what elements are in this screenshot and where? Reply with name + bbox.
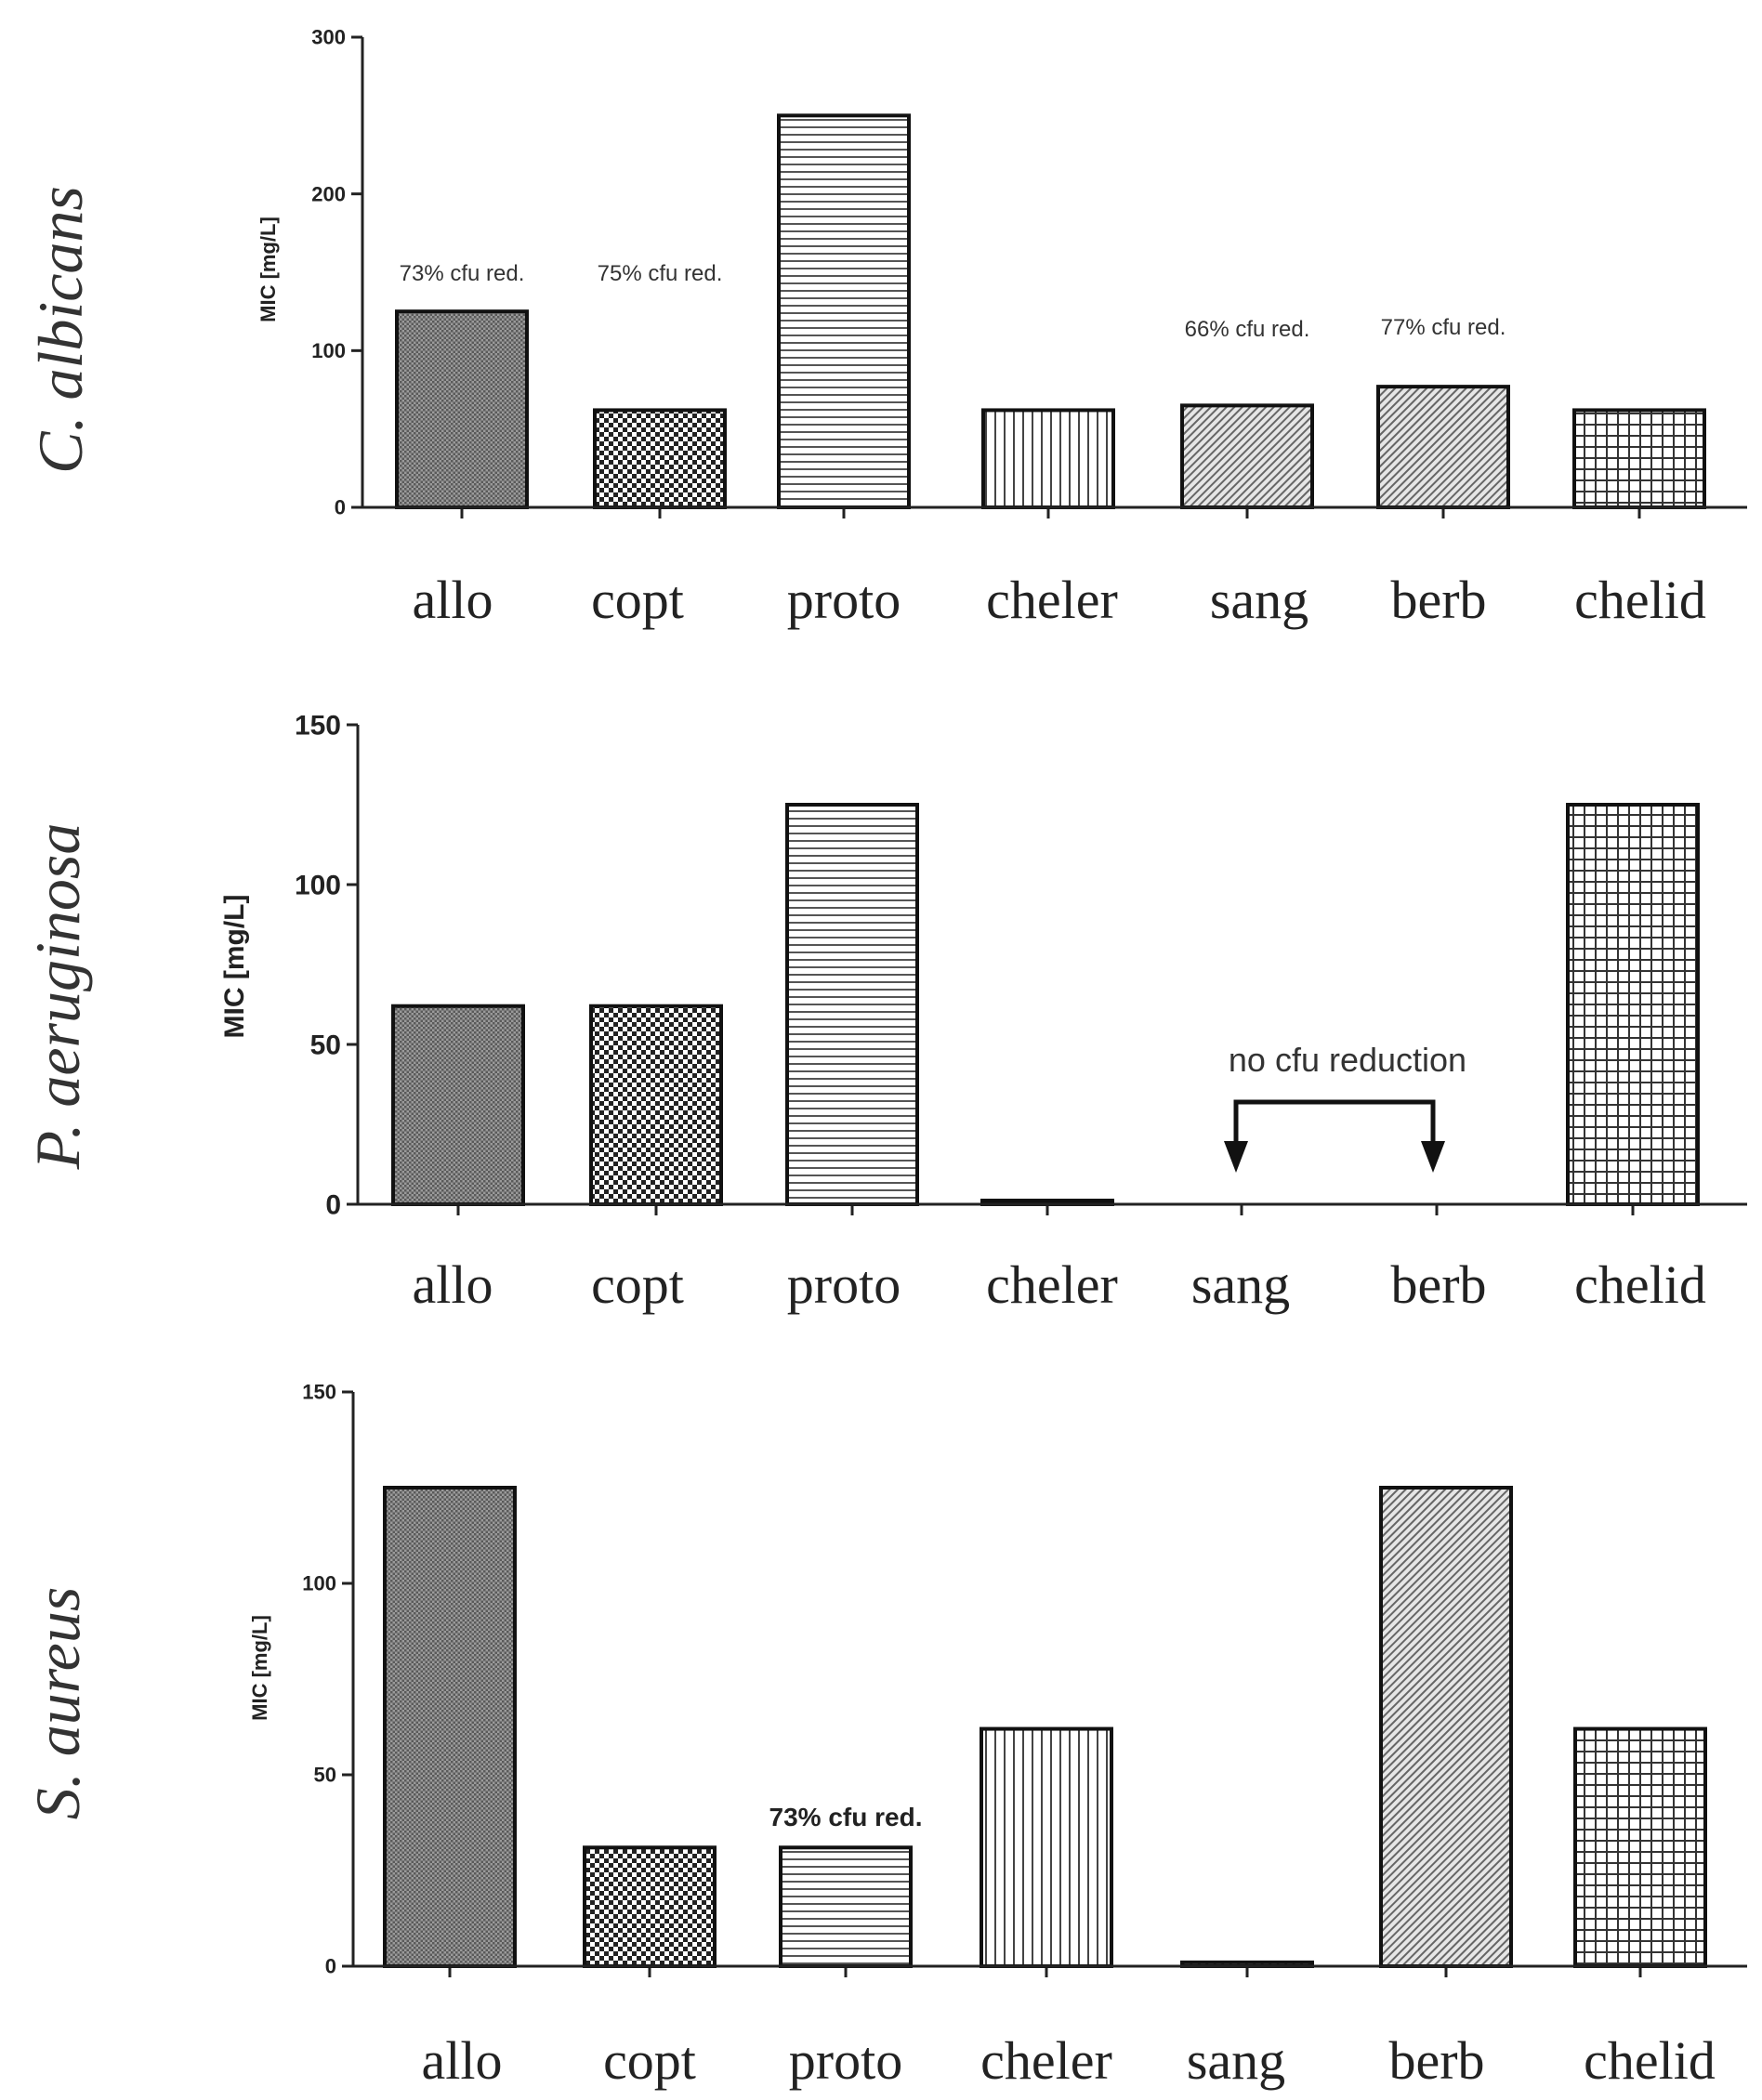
category-label-berb: berb xyxy=(1388,2030,1484,2091)
no-cfu-bracket: no cfu reduction xyxy=(1224,1041,1466,1173)
category-label-allo: allo xyxy=(413,570,493,630)
bars xyxy=(391,803,1700,1215)
bar-berb xyxy=(1379,1486,1513,1968)
bar-copt xyxy=(593,408,727,509)
y-tick-label: 50 xyxy=(314,1764,336,1787)
bar-allo xyxy=(383,1486,517,1968)
bar-proto xyxy=(777,113,911,509)
arrow-down-icon xyxy=(1224,1141,1248,1173)
chart-panel-p-aeruginosa: P. aeruginosa MIC [mg/L] 0 50 100 150 no cf… xyxy=(22,711,1747,1315)
category-label-sang: sang xyxy=(1187,2030,1285,2091)
bar-cheler xyxy=(981,408,1115,509)
category-labels: allo copt proto cheler sang berb chelid xyxy=(422,2030,1716,2091)
y-axis-label: MIC [mg/L] xyxy=(256,217,280,322)
annotation-proto: 73% cfu red. xyxy=(769,1803,923,1831)
category-label-sang: sang xyxy=(1210,570,1308,630)
category-label-cheler: cheler xyxy=(986,570,1118,630)
annotation-allo: 73% cfu red. xyxy=(400,261,525,286)
chart-panel-s-aureus: S. aureus MIC [mg/L] 0 50 100 150 73% cfu r… xyxy=(22,1381,1747,2091)
annotation-copt: 75% cfu red. xyxy=(598,261,723,286)
bar-allo xyxy=(395,309,529,509)
y-axis-ticks: 0 50 100 150 xyxy=(302,1381,353,1978)
category-label-proto: proto xyxy=(787,1254,901,1315)
y-tick-label: 0 xyxy=(325,1190,341,1221)
y-tick-label: 0 xyxy=(325,1955,336,1978)
y-tick-label: 300 xyxy=(311,26,346,49)
no-cfu-reduction-label: no cfu reduction xyxy=(1229,1041,1466,1079)
y-tick-label: 200 xyxy=(311,182,346,205)
bar-cheler xyxy=(980,1726,1113,1969)
y-axis-label: MIC [mg/L] xyxy=(219,895,250,1039)
bars xyxy=(395,113,1706,518)
bar-proto xyxy=(785,803,919,1206)
y-tick-label: 100 xyxy=(295,871,341,901)
y-tick-label: 150 xyxy=(302,1381,336,1404)
category-label-berb: berb xyxy=(1390,1254,1486,1315)
y-axis-ticks: 0 100 200 300 xyxy=(311,26,362,519)
y-tick-label: 100 xyxy=(311,339,346,362)
category-label-cheler: cheler xyxy=(980,2030,1112,2091)
category-label-proto: proto xyxy=(787,570,901,630)
y-tick-label: 100 xyxy=(302,1572,336,1595)
bar-chelid xyxy=(1573,1726,1707,1969)
y-tick-label: 0 xyxy=(335,496,346,519)
category-label-chelid: chelid xyxy=(1584,2030,1716,2091)
bar-sang xyxy=(1180,403,1314,509)
arrow-down-icon xyxy=(1421,1141,1445,1173)
annotation-sang: 66% cfu red. xyxy=(1185,317,1310,342)
bar-allo xyxy=(391,1004,525,1206)
bar-annotations: 73% cfu red. 75% cfu red. 66% cfu red. 7… xyxy=(400,261,1506,342)
bar-berb xyxy=(1376,385,1510,510)
y-tick-label: 50 xyxy=(310,1030,341,1061)
category-label-chelid: chelid xyxy=(1574,1254,1706,1315)
species-label: S. aureus xyxy=(22,1587,93,1820)
category-label-allo: allo xyxy=(422,2030,503,2091)
bracket-line xyxy=(1233,1099,1436,1143)
category-label-copt: copt xyxy=(603,2030,696,2091)
chart-panel-c-albicans: C. albicans MIC [mg/L] 0 100 200 300 73% cf… xyxy=(25,26,1747,630)
species-label: C. albicans xyxy=(25,186,96,474)
category-label-allo: allo xyxy=(413,1254,493,1315)
bars xyxy=(383,1486,1707,1977)
category-label-berb: berb xyxy=(1390,570,1486,630)
y-axis-label: MIC [mg/L] xyxy=(248,1615,271,1721)
bar-copt xyxy=(589,1004,723,1206)
bar-annotations: 73% cfu red. xyxy=(769,1803,923,1831)
category-labels: allo copt proto cheler sang berb chelid xyxy=(413,1254,1706,1315)
category-label-copt: copt xyxy=(591,570,684,630)
bar-copt xyxy=(583,1845,717,1969)
bar-proto xyxy=(779,1845,913,1969)
species-label: P. aeruginosa xyxy=(22,823,93,1171)
category-label-chelid: chelid xyxy=(1574,570,1706,630)
bar-chelid xyxy=(1566,803,1700,1206)
y-tick-label: 150 xyxy=(295,711,341,742)
category-labels: allo copt proto cheler sang berb chelid xyxy=(413,570,1706,630)
y-axis-ticks: 0 50 100 150 xyxy=(295,711,358,1221)
category-label-copt: copt xyxy=(591,1254,684,1315)
bar-chelid xyxy=(1572,408,1706,509)
category-label-cheler: cheler xyxy=(986,1254,1118,1315)
category-label-proto: proto xyxy=(789,2030,902,2091)
category-label-sang: sang xyxy=(1191,1254,1290,1315)
annotation-berb: 77% cfu red. xyxy=(1381,315,1506,340)
